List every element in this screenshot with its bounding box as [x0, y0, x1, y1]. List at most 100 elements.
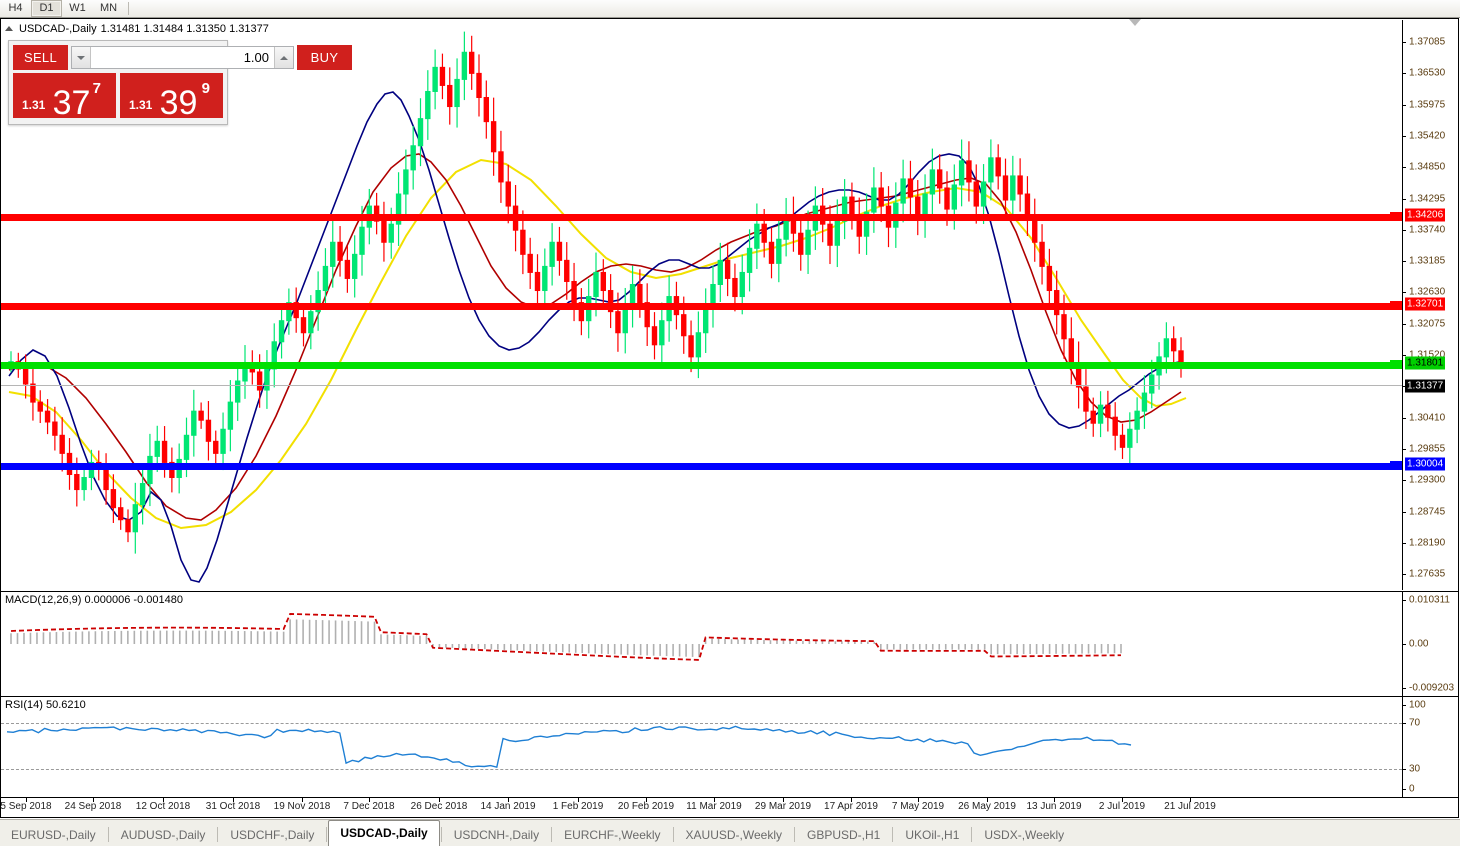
price-tick: [1403, 167, 1406, 169]
macd-pane[interactable]: MACD(12,26,9) 0.000006 -0.001480 0.01031…: [1, 591, 1458, 696]
chart-tab-xauusdweekly[interactable]: XAUUSD-,Weekly: [685, 828, 782, 842]
time-tick: [1054, 798, 1055, 802]
price-tick: [1403, 135, 1406, 137]
price-tick: [1403, 511, 1406, 513]
price-tag-support-blue[interactable]: 1.30004: [1405, 457, 1446, 471]
sell-price-sup: 7: [92, 80, 101, 97]
tab-separator: [551, 827, 553, 842]
price-tick-label: 1.34850: [1409, 161, 1446, 173]
volume-decrement-icon[interactable]: [72, 47, 91, 68]
volume-stepper[interactable]: [71, 46, 294, 69]
buy-price-tile[interactable]: 1.31 39 9: [120, 73, 223, 118]
time-tick-label: 7 Dec 2018: [343, 801, 395, 812]
chart-tab-ukoilh1[interactable]: UKOil-,H1: [905, 828, 960, 842]
price-tag-support-green[interactable]: 1.31801: [1405, 356, 1446, 370]
price-tick-label: 1.32075: [1409, 318, 1446, 330]
price-pane[interactable]: 1.37085 1.36530 1.35975 1.35420 1.34850 1.342…: [1, 20, 1458, 590]
tab-separator: [440, 827, 442, 842]
rsi-pane[interactable]: RSI(14) 50.6210 100 70 30 0: [1, 696, 1458, 797]
rsi-tick-label: 30: [1409, 763, 1421, 775]
price-tag-resistance-1[interactable]: 1.34206: [1405, 208, 1446, 222]
chart-tab-eurusddaily[interactable]: EURUSD-,Daily: [11, 828, 96, 842]
price-tick-label: 1.31520: [1409, 349, 1446, 361]
rsi-tick-label: 100: [1409, 699, 1426, 711]
chart-window[interactable]: USDCAD-,Daily 1.31481 1.31484 1.31350 1.…: [0, 18, 1459, 818]
macd-label: MACD(12,26,9) 0.000006 -0.001480: [5, 594, 183, 606]
price-tick: [1403, 386, 1406, 388]
price-tag-resistance-2[interactable]: 1.32701: [1405, 297, 1446, 311]
price-plot-area[interactable]: [1, 20, 1402, 590]
macd-plot-area[interactable]: [1, 592, 1402, 696]
volume-increment-icon[interactable]: [274, 47, 293, 68]
time-tick-label: 26 May 2019: [958, 801, 1016, 812]
timeframe-h4[interactable]: H4: [8, 2, 23, 14]
rsi-tick: [1403, 723, 1406, 724]
ma-mid-line: [8, 153, 1182, 521]
chart-tab-usdchfdaily[interactable]: USDCHF-,Daily: [230, 828, 315, 842]
price-tick-label: 1.33185: [1409, 255, 1446, 267]
price-tick: [1403, 542, 1406, 544]
level-line-resistance-1[interactable]: [1, 214, 1402, 221]
triangle-up-icon[interactable]: [5, 26, 13, 31]
buy-price-sup: 9: [201, 80, 210, 97]
price-tick: [1403, 417, 1406, 419]
trade-panel-controls: SELL BUY: [9, 41, 352, 71]
volume-input[interactable]: [91, 47, 274, 68]
price-tag-last-price[interactable]: 1.31377: [1405, 379, 1446, 393]
trade-panel-prices: 1.31 37 7 1.31 39 9: [9, 71, 227, 122]
macd-tick: [1403, 600, 1406, 601]
rsi-label: RSI(14) 50.6210: [5, 699, 86, 711]
time-axis: 5 Sep 2018 24 Sep 2018 12 Oct 2018 31 Oct 2…: [0, 797, 1458, 818]
time-tick-label: 19 Nov 2018: [273, 801, 331, 812]
time-tick-label: 13 Jun 2019: [1026, 801, 1082, 812]
time-tick: [26, 798, 27, 802]
level-stub-resistance-2: [1390, 301, 1402, 307]
price-tick-label: 1.29300: [1409, 474, 1446, 486]
tab-separator: [971, 827, 973, 842]
chart-tab-usdxweekly[interactable]: USDX-,Weekly: [984, 828, 1065, 842]
time-tick: [439, 798, 440, 802]
price-tick: [1403, 198, 1406, 200]
buy-button[interactable]: BUY: [297, 45, 352, 70]
one-click-trading-panel[interactable]: SELL BUY 1.31 37 7 1.31 39 9: [8, 40, 352, 125]
time-tick: [233, 798, 234, 802]
time-tick-label: 24 Sep 2018: [64, 801, 122, 812]
price-tick: [1403, 323, 1406, 325]
chart-tab-eurchfweekly[interactable]: EURCHF-,Weekly: [564, 828, 661, 842]
timeframe-toolbar: H4 D1 W1 MN: [0, 0, 1460, 18]
tab-separator: [107, 827, 109, 842]
time-tick: [93, 798, 94, 802]
tab-separator: [326, 827, 328, 842]
level-line-support-green[interactable]: [1, 362, 1402, 369]
timeframe-mn[interactable]: MN: [99, 2, 118, 14]
chart-symbol-label: USDCAD-,Daily: [19, 22, 97, 35]
level-line-support-blue[interactable]: [1, 463, 1402, 470]
pane-collapse-icon[interactable]: [1129, 19, 1141, 26]
time-tick: [508, 798, 509, 802]
time-tick-label: 14 Jan 2019: [480, 801, 536, 812]
chart-tab-audusddaily[interactable]: AUDUSD-,Daily: [120, 828, 206, 842]
price-scale[interactable]: 1.37085 1.36530 1.35975 1.35420 1.34850 1.342…: [1402, 20, 1458, 590]
time-tick-label: 7 May 2019: [891, 801, 945, 812]
time-tick: [646, 798, 647, 802]
sell-button[interactable]: SELL: [13, 45, 68, 70]
price-tick-label: 1.28745: [1409, 506, 1446, 517]
level-stub-support-blue: [1390, 461, 1402, 467]
price-tick: [1403, 104, 1406, 106]
rsi-scale: 100 70 30 0: [1402, 697, 1458, 797]
chart-tab-gbpusdh1[interactable]: GBPUSD-,H1: [807, 828, 881, 842]
rsi-tick-label: 70: [1409, 717, 1421, 729]
timeframe-w1[interactable]: W1: [69, 2, 86, 14]
level-line-resistance-2[interactable]: [1, 303, 1402, 310]
time-tick-label: 29 Mar 2019: [754, 801, 812, 812]
rsi-plot-area[interactable]: [1, 697, 1402, 797]
chart-tab-usdcnhdaily[interactable]: USDCNH-,Daily: [453, 828, 540, 842]
chart-tab-bar[interactable]: EURUSD-,Daily AUDUSD-,Daily USDCHF-,Daily U…: [0, 819, 1460, 846]
sell-price-tile[interactable]: 1.31 37 7: [13, 73, 116, 118]
timeframe-d1[interactable]: D1: [31, 0, 62, 17]
price-tick-label: 1.35975: [1409, 99, 1446, 111]
chart-tab-usdcaddaily[interactable]: USDCAD-,Daily: [328, 820, 440, 846]
price-tick-label: 1.32630: [1409, 286, 1446, 298]
last-price-line: [1, 385, 1402, 386]
time-tick-label: 21 Jul 2019: [1164, 801, 1216, 812]
